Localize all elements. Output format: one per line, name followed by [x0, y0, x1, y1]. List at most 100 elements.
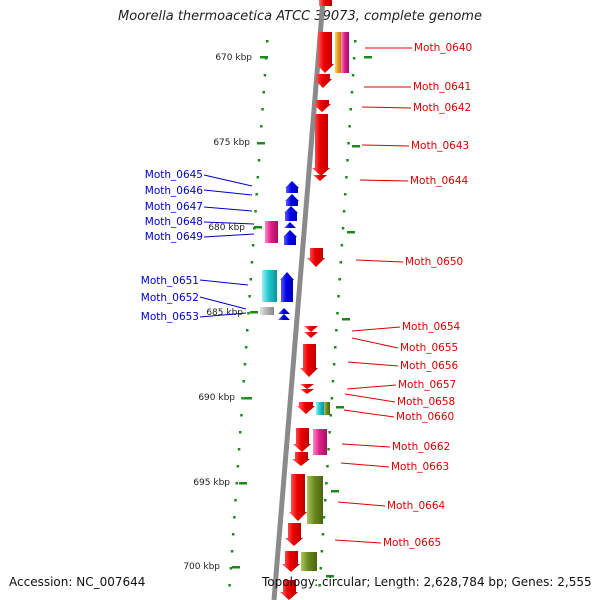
gene-block-unlabeled[interactable]: [319, 0, 332, 6]
guide-dot: [237, 448, 241, 451]
gene-label[interactable]: Moth_0646: [145, 185, 204, 197]
scale-tick: 685 kbp: [206, 308, 350, 321]
guide-dot: [230, 550, 234, 553]
gene-arrow-moth-0663[interactable]: [292, 452, 310, 466]
function-block-magenta[interactable]: [313, 429, 327, 455]
function-block-cyan[interactable]: [262, 270, 277, 302]
gene-label[interactable]: Moth_0657: [398, 379, 456, 391]
gene-label[interactable]: Moth_0648: [145, 216, 203, 228]
gene-label[interactable]: Moth_0655: [400, 342, 458, 354]
function-block-cyan[interactable]: [316, 402, 324, 415]
gene-arrow-moth-0654[interactable]: [304, 326, 318, 332]
guide-dot: [337, 295, 340, 298]
gene-arrow-moth-0648[interactable]: [284, 222, 296, 228]
genome-backbone: [271, 0, 326, 600]
gene-arrow-moth-0656[interactable]: [300, 344, 318, 377]
function-block-olive[interactable]: [307, 476, 323, 524]
guide-dot: [348, 125, 351, 128]
gene-label[interactable]: Moth_0660: [396, 411, 454, 423]
gene-label[interactable]: Moth_0644: [410, 175, 469, 187]
gene-label[interactable]: Moth_0645: [145, 169, 203, 181]
gene-arrow-moth-0650[interactable]: [307, 248, 325, 267]
gene-label[interactable]: Moth_0640: [414, 42, 472, 54]
gene-arrow-moth-0664[interactable]: [289, 474, 307, 521]
gene-arrow-moth-0653b[interactable]: [278, 314, 290, 320]
guide-dot: [324, 499, 327, 502]
gene-arrow-moth-0655[interactable]: [304, 332, 318, 338]
guide-dot: [242, 380, 245, 383]
guide-dot: [244, 346, 248, 349]
guide-dot: [239, 431, 242, 434]
function-block-gray[interactable]: [260, 307, 274, 315]
gene-label[interactable]: Moth_0656: [400, 360, 459, 372]
gene-arrow-moth-0644[interactable]: [313, 175, 327, 181]
gene-arrow-moth-0665[interactable]: [285, 523, 303, 546]
gene-arrow-moth-0657[interactable]: [300, 384, 314, 389]
guide-dot: [228, 584, 231, 587]
gene-arrow-moth-0652[interactable]: [280, 272, 294, 302]
guide-dot: [332, 363, 336, 366]
gene-label[interactable]: Moth_0650: [405, 256, 463, 268]
gene-arrow-moth-0647[interactable]: [284, 206, 298, 221]
track-guide-dots: [228, 40, 357, 587]
guide-dot: [331, 380, 335, 383]
forward-leader-lines: [199, 174, 255, 318]
gene-arrow-moth-0646[interactable]: [285, 194, 299, 206]
guide-dot: [248, 295, 251, 298]
guide-dot: [233, 516, 236, 519]
gene-label[interactable]: Moth_0662: [392, 441, 450, 453]
gene-label[interactable]: Moth_0654: [402, 321, 461, 333]
gene-label[interactable]: Moth_0642: [413, 102, 471, 114]
gene-label[interactable]: Moth_0652: [141, 292, 199, 304]
guide-dot: [325, 482, 328, 485]
gene-arrow-moth-0640[interactable]: [316, 32, 334, 73]
gene-arrow-unlabeled[interactable]: [282, 551, 300, 572]
gene-label[interactable]: Moth_0641: [413, 81, 471, 93]
gene-arrow-moth-0658[interactable]: [300, 389, 314, 394]
gene-arrow-moth-0643[interactable]: [312, 114, 330, 176]
guide-dot: [327, 448, 330, 451]
guide-dot: [250, 261, 254, 264]
guide-dot: [344, 193, 347, 196]
gene-label[interactable]: Moth_0653: [141, 311, 199, 323]
gene-arrow-moth-0641[interactable]: [314, 74, 332, 88]
function-block-magenta[interactable]: [341, 32, 349, 73]
gene-label[interactable]: Moth_0658: [397, 396, 455, 408]
guide-dot: [255, 193, 258, 196]
guide-dot: [266, 40, 269, 43]
gene-arrow-unlabeled[interactable]: [280, 580, 298, 600]
gene-arrow-moth-0662[interactable]: [293, 428, 311, 452]
function-block-olive[interactable]: [301, 552, 317, 571]
gene-label[interactable]: Moth_0665: [383, 537, 441, 549]
function-block-olive[interactable]: [324, 402, 330, 415]
guide-dot: [336, 312, 339, 315]
guide-dot: [330, 397, 334, 400]
guide-dot: [243, 363, 247, 366]
guide-dot: [341, 227, 345, 230]
guide-dot: [319, 567, 322, 570]
function-block-orange[interactable]: [335, 32, 341, 73]
guide-dot: [236, 465, 240, 468]
guide-dot: [257, 159, 261, 162]
gene-label[interactable]: Moth_0664: [387, 500, 446, 512]
gene-arrow-moth-0653[interactable]: [278, 308, 290, 314]
gene-arrow-moth-0660[interactable]: [297, 402, 315, 414]
scale-tick: 670 kbp: [215, 53, 372, 63]
gene-label[interactable]: Moth_0643: [411, 140, 469, 152]
function-block-magenta[interactable]: [265, 221, 278, 243]
gene-arrow-moth-0645[interactable]: [285, 181, 299, 193]
gene-arrow-moth-0649[interactable]: [283, 230, 297, 245]
scale-label: 685 kbp: [206, 308, 243, 318]
reverse-strand-genes: [280, 0, 334, 600]
guide-dot: [256, 176, 260, 179]
guide-dot: [231, 533, 235, 536]
reverse-gene-labels: Moth_0640 Moth_0641 Moth_0642 Moth_0643 …: [383, 42, 472, 549]
gene-label[interactable]: Moth_0663: [391, 461, 449, 473]
gene-arrow-moth-0642[interactable]: [313, 100, 331, 112]
guide-dot: [229, 567, 233, 570]
gene-label[interactable]: Moth_0647: [145, 201, 203, 213]
guide-dot: [240, 414, 243, 417]
gene-label[interactable]: Moth_0651: [141, 275, 199, 287]
gene-label[interactable]: Moth_0649: [145, 231, 203, 243]
guide-dot: [263, 74, 267, 77]
